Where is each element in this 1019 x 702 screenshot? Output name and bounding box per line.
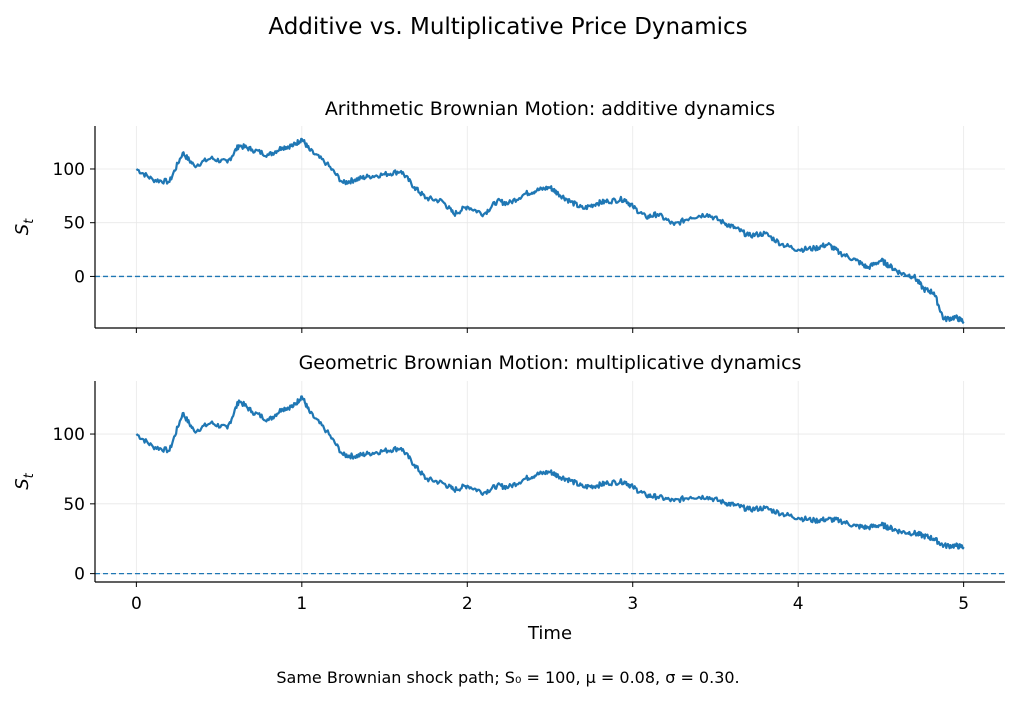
figure-caption: Same Brownian shock path; S₀ = 100, μ = … <box>276 668 739 687</box>
y-tick-label-2: 100 <box>53 425 85 445</box>
y-tick-label-0: 0 <box>74 267 85 287</box>
ticks-geometric: 0 50 100 0 1 2 3 4 5 <box>53 425 970 614</box>
figure-title: Additive vs. Multiplicative Price Dynami… <box>268 14 747 40</box>
x-tick-label-3: 3 <box>627 594 638 614</box>
y-tick-label-2: 100 <box>53 160 85 180</box>
ticks-arithmetic: 0 50 100 <box>53 160 965 333</box>
y-tick-label-1: 50 <box>63 214 85 234</box>
x-tick-label-5: 5 <box>958 594 969 614</box>
panel-arithmetic: Arithmetic Brownian Motion: additive dyn… <box>12 98 1005 333</box>
series-line-geometric <box>135 395 965 550</box>
x-tick-label-0: 0 <box>131 594 142 614</box>
y-tick-label-1: 50 <box>63 495 85 515</box>
y-axis-label-geometric: St <box>12 472 37 489</box>
x-axis-label: Time <box>527 623 572 644</box>
x-tick-label-4: 4 <box>793 594 804 614</box>
x-tick-label-1: 1 <box>296 594 307 614</box>
series-line-arithmetic <box>135 137 965 324</box>
panel-title-arithmetic: Arithmetic Brownian Motion: additive dyn… <box>325 98 775 120</box>
y-tick-label-0: 0 <box>74 565 85 585</box>
y-axis-label-arithmetic: St <box>12 218 37 235</box>
grid-arithmetic <box>95 126 1005 328</box>
panel-geometric: Geometric Brownian Motion: multiplicativ… <box>12 352 1005 644</box>
panel-title-geometric: Geometric Brownian Motion: multiplicativ… <box>299 352 802 374</box>
grid-geometric <box>95 381 1005 582</box>
x-tick-label-2: 2 <box>462 594 473 614</box>
